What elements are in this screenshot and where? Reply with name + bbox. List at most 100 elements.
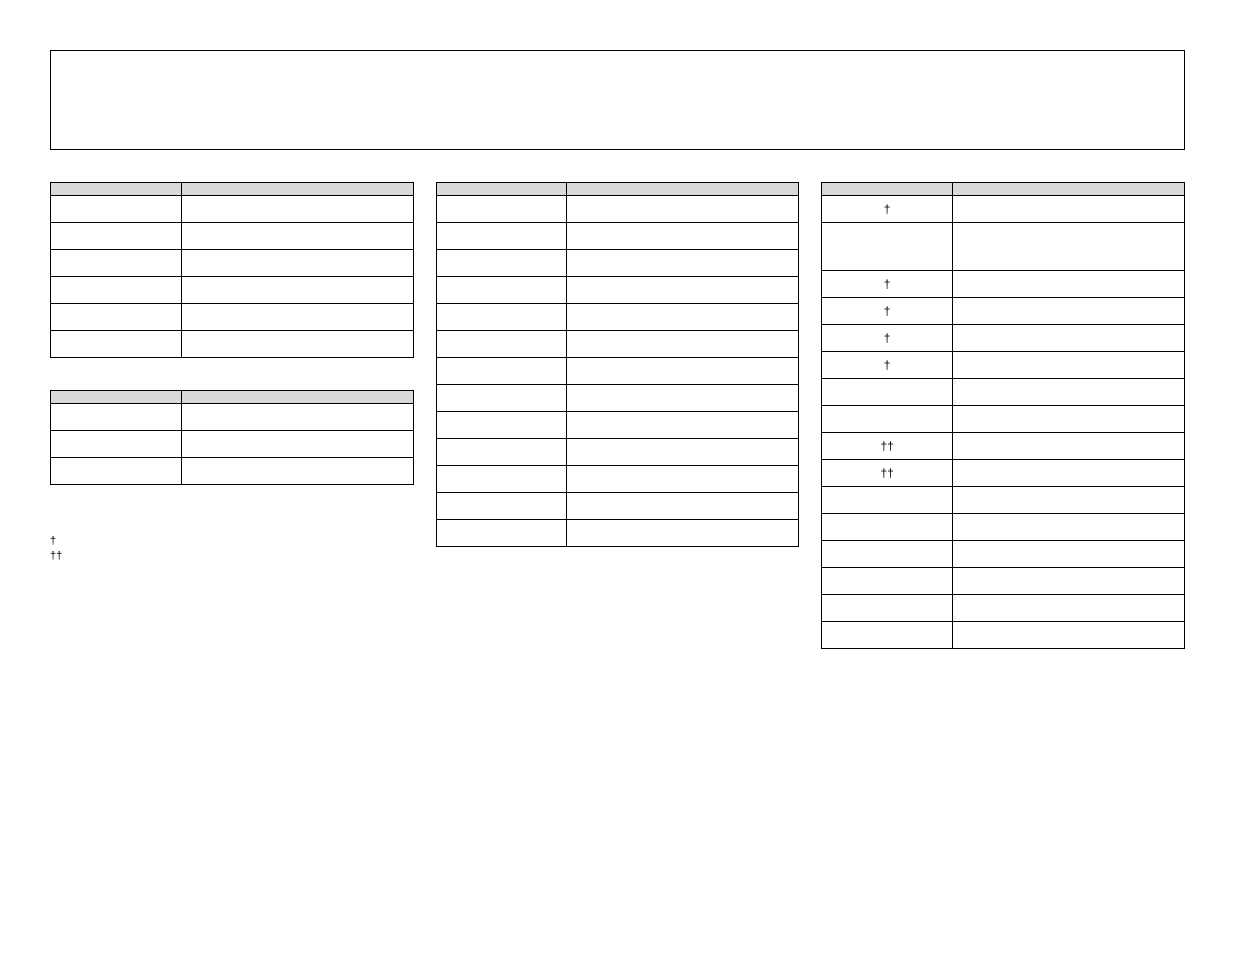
cell-number — [51, 304, 182, 331]
column-1: † †† — [50, 180, 414, 565]
table1-header-2 — [181, 183, 413, 196]
table-row — [436, 331, 799, 358]
table-row — [436, 196, 799, 223]
table-header-row — [822, 183, 1185, 196]
cell-number — [436, 277, 567, 304]
cell-number: † — [822, 325, 953, 352]
cell-number — [436, 304, 567, 331]
column-3: † † † † † †† †† — [821, 180, 1185, 681]
table2-header-1 — [51, 391, 182, 404]
table4-header-2 — [952, 183, 1184, 196]
cell-number — [436, 385, 567, 412]
cell-description — [181, 250, 413, 277]
table-row — [51, 458, 414, 485]
cell-description — [567, 493, 799, 520]
cell-number — [51, 431, 182, 458]
table-4: † † † † † †† †† — [821, 182, 1185, 649]
cell-number — [436, 520, 567, 547]
cell-number — [436, 439, 567, 466]
cell-description — [181, 431, 413, 458]
cell-number — [436, 331, 567, 358]
cell-number — [51, 277, 182, 304]
table-row: † — [822, 325, 1185, 352]
cell-number — [51, 250, 182, 277]
table-row — [436, 223, 799, 250]
cell-description — [567, 385, 799, 412]
table-row — [51, 277, 414, 304]
cell-number — [436, 196, 567, 223]
cell-description — [952, 325, 1184, 352]
table-row — [822, 568, 1185, 595]
cell-description — [181, 196, 413, 223]
table4-header-1 — [822, 183, 953, 196]
table-row: † — [822, 271, 1185, 298]
cell-number — [436, 493, 567, 520]
cell-description — [952, 433, 1184, 460]
table-row — [51, 404, 414, 431]
cell-number: †† — [822, 433, 953, 460]
table-row — [822, 595, 1185, 622]
table-row — [436, 250, 799, 277]
footnotes: † †† — [50, 535, 414, 562]
cell-number: † — [822, 196, 953, 223]
cell-number — [51, 196, 182, 223]
cell-description — [567, 439, 799, 466]
table-row — [51, 331, 414, 358]
cell-description — [567, 520, 799, 547]
cell-description — [952, 298, 1184, 325]
cell-number — [51, 223, 182, 250]
cell-description — [952, 514, 1184, 541]
table-row — [436, 493, 799, 520]
cell-description — [181, 458, 413, 485]
cell-number — [822, 595, 953, 622]
cell-description — [567, 412, 799, 439]
table-row: † — [822, 352, 1185, 379]
cell-number — [436, 466, 567, 493]
title-box — [50, 50, 1185, 150]
table-row: †† — [822, 460, 1185, 487]
table-row — [436, 385, 799, 412]
table-row: † — [822, 196, 1185, 223]
cell-description — [952, 595, 1184, 622]
cell-description — [952, 379, 1184, 406]
cell-number — [822, 406, 953, 433]
cell-description — [567, 358, 799, 385]
cell-description — [567, 466, 799, 493]
cell-number — [822, 541, 953, 568]
dagger-symbol: † — [50, 535, 56, 547]
table-row: †† — [822, 433, 1185, 460]
table-2 — [50, 390, 414, 485]
cell-description — [181, 223, 413, 250]
table-row — [436, 412, 799, 439]
cell-description — [181, 277, 413, 304]
table-row — [51, 250, 414, 277]
double-dagger-symbol: †† — [50, 550, 62, 562]
cell-number: † — [822, 298, 953, 325]
cell-description — [952, 622, 1184, 649]
cell-description — [952, 223, 1184, 271]
table-row — [51, 196, 414, 223]
table-row — [51, 223, 414, 250]
table-row — [51, 431, 414, 458]
table-row — [436, 466, 799, 493]
cell-description — [952, 406, 1184, 433]
footnote-double-dagger: †† — [50, 550, 414, 562]
cell-number — [822, 379, 953, 406]
table-row — [436, 277, 799, 304]
cell-description — [952, 541, 1184, 568]
cell-number — [436, 250, 567, 277]
table-row — [822, 223, 1185, 271]
table2-header-2 — [181, 391, 413, 404]
cell-number — [822, 514, 953, 541]
cell-number — [436, 223, 567, 250]
cell-description — [181, 331, 413, 358]
cell-description — [567, 250, 799, 277]
table-row — [822, 406, 1185, 433]
table-row — [436, 304, 799, 331]
table3-header-1 — [436, 183, 567, 196]
table3-header-2 — [567, 183, 799, 196]
cell-number — [822, 622, 953, 649]
cell-description — [952, 352, 1184, 379]
cell-number: †† — [822, 460, 953, 487]
cell-description — [567, 304, 799, 331]
